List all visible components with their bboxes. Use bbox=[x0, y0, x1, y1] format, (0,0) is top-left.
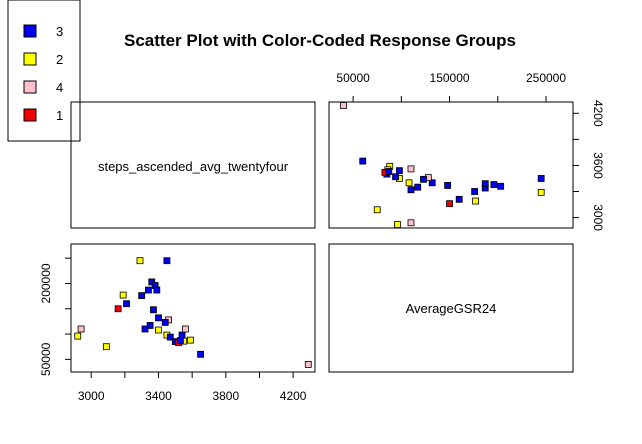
panel-top-left bbox=[70, 101, 316, 229]
point-group-3 bbox=[155, 314, 162, 322]
legend-label-2: 2 bbox=[56, 52, 63, 67]
legend-label-1: 1 bbox=[56, 108, 63, 123]
point-group-3 bbox=[414, 183, 422, 191]
point-group-4 bbox=[304, 361, 312, 368]
point-group-4 bbox=[340, 102, 347, 109]
point-group-3 bbox=[407, 186, 415, 194]
point-group-3 bbox=[153, 286, 161, 294]
point-group-3 bbox=[141, 325, 149, 333]
tick-label-bottom-steps: 3400 bbox=[145, 389, 172, 403]
point-group-3 bbox=[481, 180, 489, 188]
legend-label-4: 4 bbox=[56, 80, 63, 95]
panel-top-right bbox=[328, 101, 574, 229]
point-group-2 bbox=[373, 206, 381, 214]
point-group-3 bbox=[537, 175, 545, 182]
point-group-3 bbox=[490, 181, 498, 188]
legend-swatch-2 bbox=[23, 52, 37, 66]
point-group-4 bbox=[407, 165, 415, 173]
points-gsr-vs-steps bbox=[340, 102, 545, 228]
panel-bottom-right bbox=[328, 243, 574, 373]
variable-label-gsr: AverageGSR24 bbox=[406, 301, 497, 316]
legend-box bbox=[7, 0, 81, 142]
point-group-3 bbox=[392, 173, 399, 181]
point-group-3 bbox=[420, 175, 427, 183]
tick-label-left-gsr: 200000 bbox=[39, 263, 53, 303]
point-group-2 bbox=[155, 326, 162, 334]
tick-label-bottom-steps: 4200 bbox=[280, 389, 307, 403]
points-steps-vs-gsr bbox=[74, 257, 312, 368]
tick-label-right-steps: 3000 bbox=[591, 204, 605, 231]
tick-label-right-steps: 4200 bbox=[591, 100, 605, 127]
point-group-3 bbox=[178, 331, 186, 339]
point-group-3 bbox=[176, 337, 184, 345]
point-group-2 bbox=[394, 221, 401, 228]
point-group-3 bbox=[163, 257, 171, 265]
point-group-2 bbox=[472, 197, 479, 205]
legend-swatch-3 bbox=[23, 24, 37, 38]
point-group-3 bbox=[123, 300, 130, 308]
tick-label-top-gsr: 150000 bbox=[430, 71, 470, 85]
point-group-3 bbox=[138, 292, 146, 300]
point-group-2 bbox=[102, 343, 110, 351]
legend-swatch-4 bbox=[23, 80, 37, 94]
point-group-4 bbox=[182, 325, 189, 333]
variable-label-steps: steps_ascended_avg_twentyfour bbox=[98, 159, 289, 174]
tick-label-top-gsr: 250000 bbox=[526, 71, 566, 85]
point-group-3 bbox=[359, 157, 367, 165]
point-group-3 bbox=[497, 182, 505, 190]
legend-swatch-1 bbox=[23, 108, 37, 122]
point-group-3 bbox=[197, 350, 204, 358]
point-group-3 bbox=[161, 319, 169, 326]
point-group-3 bbox=[396, 167, 403, 175]
point-group-2 bbox=[136, 257, 144, 265]
tick-label-right-steps: 3600 bbox=[591, 152, 605, 179]
tick-label-bottom-steps: 3000 bbox=[78, 389, 105, 403]
point-group-2 bbox=[537, 188, 545, 196]
point-group-3 bbox=[471, 188, 479, 195]
point-group-2 bbox=[405, 179, 413, 187]
chart-title: Scatter Plot with Color-Coded Response G… bbox=[124, 31, 516, 50]
point-group-3 bbox=[428, 179, 436, 187]
tick-label-left-gsr: 50000 bbox=[39, 342, 53, 376]
tick-label-bottom-steps: 3800 bbox=[212, 389, 239, 403]
point-group-1 bbox=[114, 305, 122, 313]
point-group-3 bbox=[150, 306, 157, 314]
point-group-1 bbox=[446, 200, 453, 208]
tick-label-top-gsr: 50000 bbox=[336, 71, 370, 85]
panel-bottom-left bbox=[70, 243, 316, 373]
point-group-2 bbox=[74, 332, 82, 340]
point-group-3 bbox=[455, 195, 463, 203]
point-group-2 bbox=[187, 336, 194, 344]
point-group-3 bbox=[385, 168, 393, 175]
point-group-3 bbox=[166, 333, 174, 341]
point-group-2 bbox=[119, 291, 127, 299]
point-group-4 bbox=[77, 325, 85, 333]
point-group-3 bbox=[146, 322, 154, 329]
legend-label-3: 3 bbox=[56, 24, 63, 39]
point-group-3 bbox=[444, 182, 452, 189]
legend: 3 2 4 1 bbox=[23, 24, 63, 123]
point-group-3 bbox=[145, 286, 152, 294]
point-group-4 bbox=[407, 219, 415, 227]
